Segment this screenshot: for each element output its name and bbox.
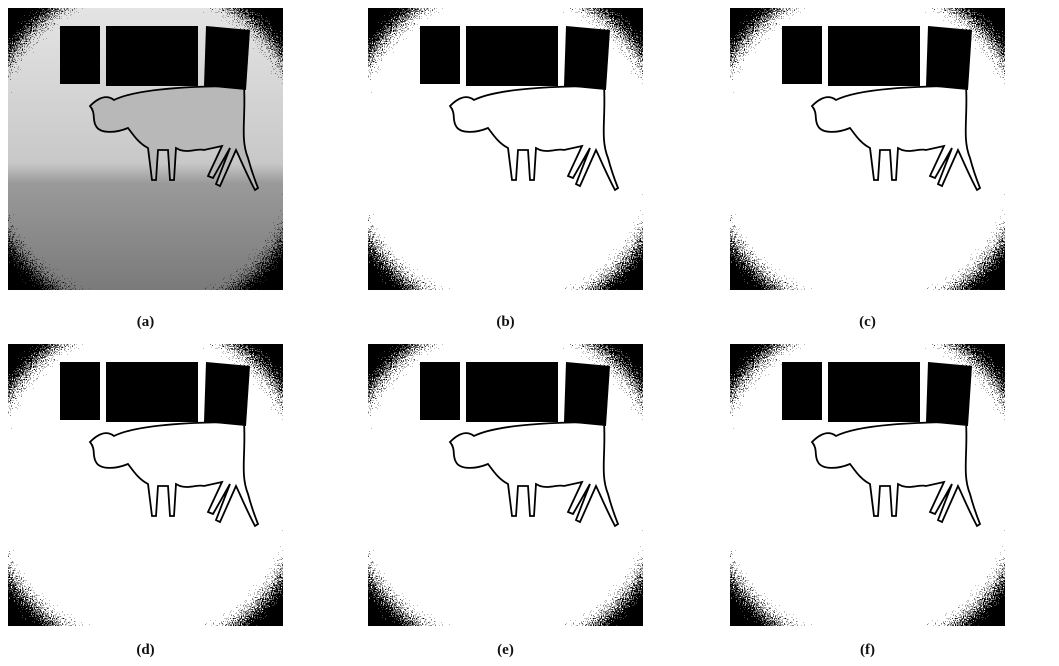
- caption: (d): [8, 642, 283, 659]
- binary-image: [730, 344, 1005, 626]
- binary-image: [8, 344, 283, 626]
- caption: (a): [8, 314, 283, 331]
- caption: (c): [730, 314, 1005, 331]
- caption: (b): [368, 314, 643, 331]
- binary-image: [730, 8, 1005, 290]
- binary-image: [368, 344, 643, 626]
- caption: (f): [730, 642, 1005, 659]
- binary-image: [368, 8, 643, 290]
- caption: (e): [368, 642, 643, 659]
- figure: (a) (b) (c) (d) (e) (f): [0, 0, 1059, 666]
- depth-image: [8, 8, 283, 290]
